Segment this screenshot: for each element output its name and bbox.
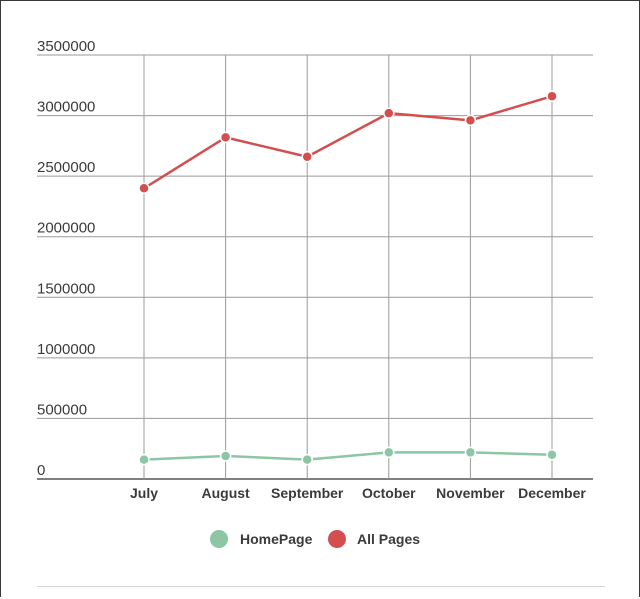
x-tick-label: November bbox=[436, 485, 505, 501]
footer-divider bbox=[37, 586, 605, 587]
data-point[interactable] bbox=[383, 107, 395, 119]
y-tick-label: 500000 bbox=[37, 401, 87, 418]
legend-label[interactable]: HomePage bbox=[240, 531, 313, 547]
y-tick-label: 2500000 bbox=[37, 159, 95, 176]
x-tick-label: September bbox=[271, 485, 344, 501]
x-tick-label: December bbox=[518, 485, 586, 501]
x-axis-ticks: July August September October November Decemb… bbox=[130, 485, 586, 501]
data-point[interactable] bbox=[301, 453, 313, 466]
data-point[interactable] bbox=[546, 449, 558, 461]
y-tick-label: 2000000 bbox=[37, 220, 95, 237]
x-tick-label: July bbox=[130, 485, 158, 501]
y-tick-label: 3000000 bbox=[37, 99, 95, 116]
legend: HomePage All Pages bbox=[210, 530, 420, 548]
x-tick-label: October bbox=[362, 485, 416, 501]
data-point[interactable] bbox=[464, 446, 477, 459]
data-point[interactable] bbox=[301, 151, 313, 163]
data-point[interactable] bbox=[219, 450, 232, 462]
grid-lines bbox=[37, 54, 593, 480]
data-point[interactable] bbox=[383, 446, 395, 459]
legend-swatch bbox=[328, 530, 346, 548]
y-axis-ticks: 3500000 3000000 2500000 2000000 1500000 10000… bbox=[37, 38, 95, 479]
data-point[interactable] bbox=[219, 131, 232, 144]
data-point[interactable] bbox=[464, 114, 477, 127]
legend-label[interactable]: All Pages bbox=[357, 531, 420, 547]
data-point[interactable] bbox=[138, 453, 150, 466]
y-tick-label: 3500000 bbox=[37, 38, 95, 55]
series-line bbox=[142, 94, 554, 190]
data-point[interactable] bbox=[138, 182, 150, 195]
x-tick-label: August bbox=[201, 485, 250, 501]
legend-swatch bbox=[210, 530, 228, 548]
series-line bbox=[142, 451, 554, 461]
y-tick-label: 1500000 bbox=[37, 280, 95, 297]
data-point[interactable] bbox=[546, 90, 558, 102]
series-layer bbox=[138, 90, 558, 466]
y-tick-label: 0 bbox=[37, 462, 45, 479]
y-tick-label: 1000000 bbox=[37, 341, 95, 358]
